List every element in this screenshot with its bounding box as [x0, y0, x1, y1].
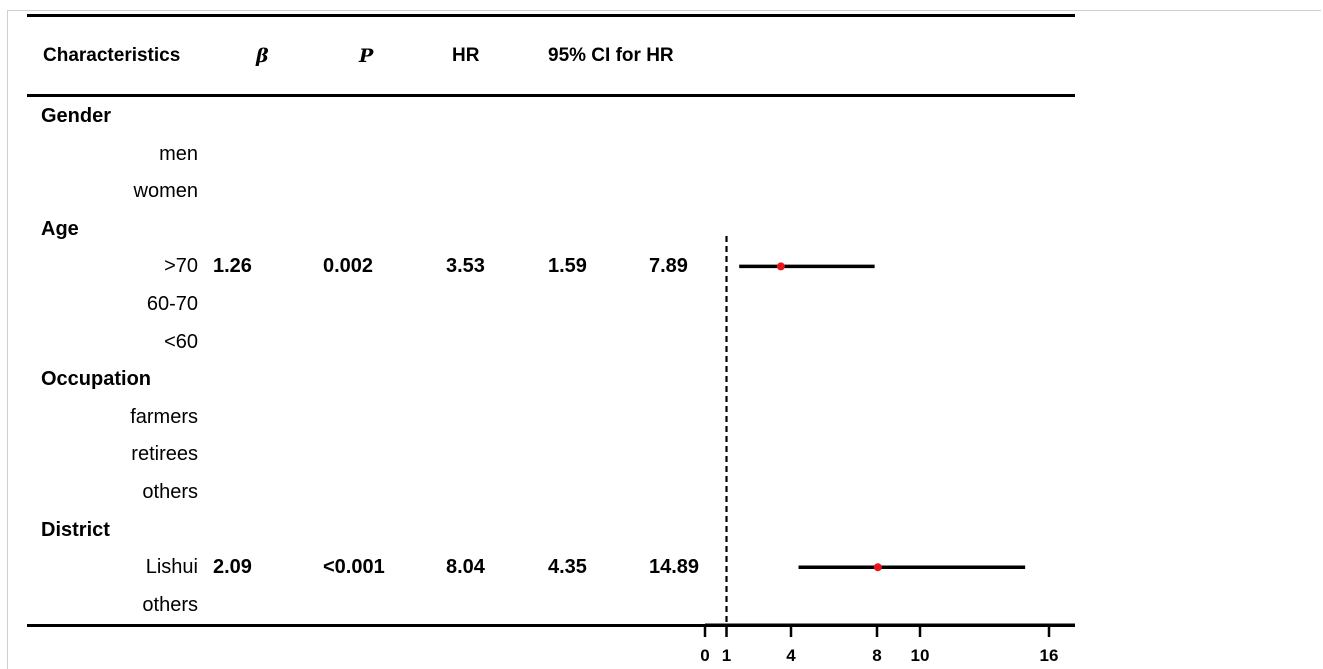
level-label: retirees — [131, 443, 198, 466]
level-label: others — [142, 481, 198, 503]
value-hr: 8.04 — [446, 556, 485, 579]
x-tick-label: 8 — [872, 646, 881, 665]
category-label: Gender — [41, 105, 112, 127]
x-tick-label: 16 — [1040, 646, 1059, 665]
level-label: women — [133, 180, 198, 203]
level-label: Lishui — [145, 556, 198, 579]
value-p: 0.002 — [323, 255, 374, 278]
category-label: District — [41, 518, 110, 541]
x-tick-label: 10 — [911, 646, 930, 665]
hr-point — [873, 563, 882, 572]
header-beta: β — [256, 45, 269, 67]
x-tick-label: 4 — [786, 646, 796, 665]
value-beta: 2.09 — [213, 556, 252, 579]
value-hr: 3.53 — [446, 255, 485, 278]
value-ci-low: 4.35 — [548, 556, 587, 579]
header-p: P — [359, 45, 374, 67]
level-label: men — [159, 142, 198, 165]
header-characteristics: Characteristics — [43, 45, 181, 66]
value-ci-low: 1.59 — [548, 255, 587, 278]
table-bottom-rule — [27, 624, 1075, 627]
level-label: farmers — [130, 405, 198, 428]
x-tick-label: 1 — [722, 646, 731, 665]
category-label: Occupation — [41, 368, 152, 391]
header-bottom-rule — [27, 94, 1075, 97]
value-p: <0.001 — [323, 556, 385, 579]
table-top-rule — [27, 14, 1075, 17]
level-label: <60 — [164, 330, 198, 353]
level-label: others — [142, 593, 198, 616]
x-tick-label: 0 — [700, 646, 709, 665]
level-label: >70 — [164, 255, 198, 278]
figure-frame — [7, 10, 1321, 669]
hr-point — [776, 262, 785, 271]
level-label: 60-70 — [146, 293, 198, 315]
value-ci-high: 7.89 — [649, 255, 688, 278]
category-label: Age — [41, 217, 79, 240]
value-ci-high: 14.89 — [649, 556, 700, 579]
header-hr: HR — [452, 45, 480, 66]
value-beta: 1.26 — [213, 255, 252, 278]
header-ci: 95% CI for HR — [548, 45, 674, 66]
